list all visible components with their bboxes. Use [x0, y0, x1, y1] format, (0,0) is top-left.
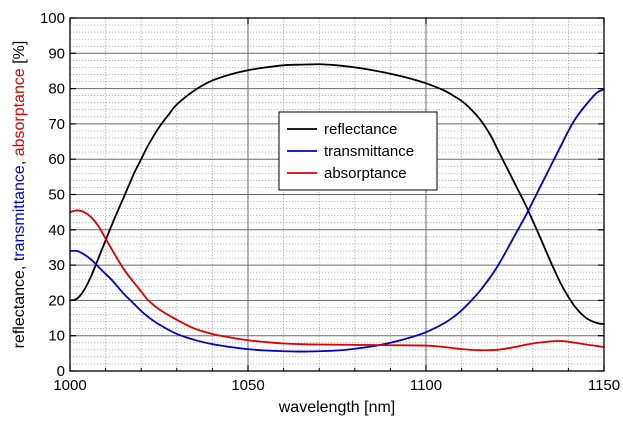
- y-tick-label: 40: [48, 222, 65, 239]
- y-tick-label: 70: [48, 116, 65, 133]
- y-tick-label: 100: [40, 10, 65, 27]
- y-axis-title-part: [%]: [11, 41, 28, 69]
- y-axis-title-part: ,: [11, 156, 28, 165]
- reflectance-line: [69, 63, 605, 325]
- y-tick-label: 60: [48, 151, 65, 168]
- x-tick-label: 1050: [231, 377, 264, 394]
- legend-label-transmittance: transmittance: [324, 143, 414, 160]
- x-tick-label: 1000: [53, 377, 86, 394]
- y-tick-label: 20: [48, 292, 65, 309]
- y-axis-title-part: transmittance: [11, 165, 28, 261]
- y-tick-label: 50: [48, 187, 65, 204]
- x-tick-label: 1150: [588, 377, 620, 394]
- y-tick-label: 80: [48, 81, 65, 98]
- x-axis-title: wavelength [nm]: [278, 399, 396, 416]
- x-tick-label: 1100: [410, 377, 442, 394]
- y-tick-label: 10: [48, 328, 65, 345]
- axis-ticks: [69, 17, 605, 372]
- y-axis-title-part: reflectance,: [11, 261, 28, 348]
- legend-label-absorptance: absorptance: [324, 165, 407, 182]
- legend-label-reflectance: reflectance: [324, 121, 397, 138]
- legend: reflectance transmittance absorptance: [278, 111, 438, 191]
- x-tick-labels: 1000 1050 1100 1150: [53, 377, 620, 394]
- transmittance-line: [69, 88, 605, 353]
- y-axis-title: reflectance, transmittance, absorptance …: [11, 41, 28, 349]
- y-tick-label: 0: [57, 363, 65, 380]
- absorptance-line: [69, 209, 605, 352]
- y-tick-labels: 0 10 20 30 40 50 60 70 80 90 100: [40, 10, 65, 380]
- y-tick-label: 30: [48, 257, 65, 274]
- y-tick-label: 90: [48, 45, 65, 62]
- series-layer: [69, 63, 605, 353]
- y-axis-title-part: absorptance: [11, 68, 28, 156]
